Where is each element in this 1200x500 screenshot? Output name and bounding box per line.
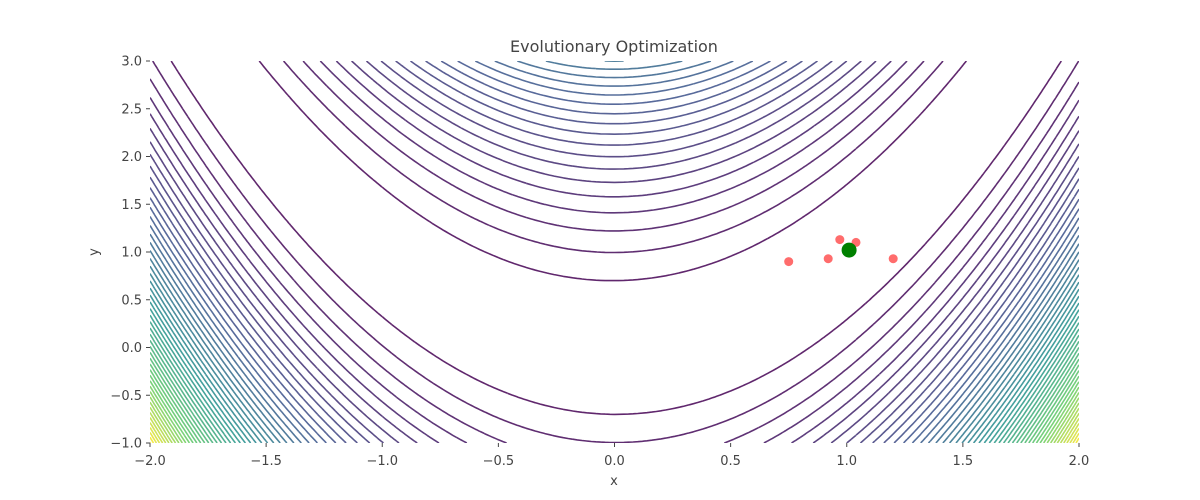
contour-level-32 <box>150 351 1079 443</box>
contour-level-0 <box>170 61 1062 416</box>
y-axis-label: y <box>87 248 102 256</box>
x-axis-label: x <box>610 474 618 489</box>
x-tick-label-1: −1.5 <box>250 454 282 469</box>
contour-level-45 <box>150 422 1079 443</box>
y-tick-label-6: 2.0 <box>121 150 142 165</box>
contour-level-16 <box>150 61 1079 443</box>
contour-level-3 <box>150 61 1079 443</box>
contour-level-4 <box>150 61 1079 443</box>
contour-level-38 <box>150 385 1079 443</box>
contour-level-13 <box>150 61 1079 443</box>
y-tick-label-8: 3.0 <box>121 55 142 70</box>
contour-level-19 <box>150 265 1079 443</box>
contour-level-29 <box>150 333 1079 443</box>
x-axis-ticks: −2.0 −1.5 −1.0 −0.5 0.0 0.5 1.0 1.5 2.0 <box>134 443 1089 469</box>
contour-level-23 <box>150 294 1079 443</box>
x-tick-label-8: 2.0 <box>1069 454 1090 469</box>
contour-level-12 <box>150 61 1079 443</box>
contour-level-40 <box>150 396 1079 443</box>
contour-level-2 <box>150 61 1079 443</box>
contour-level-49 <box>150 441 1079 443</box>
contour-level-21 <box>150 280 1079 443</box>
contour-level-43 <box>150 412 1079 443</box>
contour-level-42 <box>150 406 1079 443</box>
contour-level-30 <box>150 340 1079 443</box>
contour-level-28 <box>150 327 1079 443</box>
population-point-2 <box>835 235 845 245</box>
x-tick-label-5: 0.5 <box>720 454 741 469</box>
contour-level-17 <box>150 61 1079 443</box>
contour-level-31 <box>150 345 1079 443</box>
contour-level-1 <box>152 61 1079 443</box>
y-axis-ticks: −1.0 −0.5 0.0 0.5 1.0 1.5 2.0 2.5 3.0 <box>110 55 150 452</box>
contour-level-33 <box>150 357 1079 443</box>
contour-level-47 <box>150 432 1079 443</box>
chart-title: Evolutionary Optimization <box>510 37 718 56</box>
x-tick-label-7: 1.5 <box>953 454 974 469</box>
y-tick-label-0: −1.0 <box>110 437 142 452</box>
x-tick-label-3: −0.5 <box>483 454 515 469</box>
contour-level-27 <box>150 321 1079 443</box>
contour-level-46 <box>150 427 1079 443</box>
contour-level-18 <box>150 258 1079 443</box>
contour-level-6 <box>150 61 1079 443</box>
contour-level-39 <box>150 391 1079 443</box>
population-point-1 <box>823 254 833 264</box>
contour-level-7 <box>150 61 1079 443</box>
contour-level-35 <box>150 369 1079 443</box>
contour-level-15 <box>150 61 1079 443</box>
contour-level-9 <box>150 61 1079 443</box>
contour-level-41 <box>150 401 1079 443</box>
contour-level-22 <box>150 287 1079 443</box>
x-tick-label-2: −1.0 <box>366 454 398 469</box>
y-tick-label-5: 1.5 <box>121 198 142 213</box>
contour-level-34 <box>150 363 1079 443</box>
contour-level-5 <box>150 61 1079 443</box>
y-tick-label-2: 0.0 <box>121 341 142 356</box>
contour-level-11 <box>150 61 1079 443</box>
x-tick-label-4: 0.0 <box>604 454 625 469</box>
contour-level-36 <box>150 374 1079 443</box>
contour-level-14 <box>150 61 1079 443</box>
scatter-points <box>784 235 898 267</box>
contour-level-48 <box>150 436 1079 443</box>
contour-level-26 <box>150 314 1079 443</box>
contour-lines <box>150 61 1079 443</box>
y-tick-label-4: 1.0 <box>121 246 142 261</box>
y-tick-label-1: −0.5 <box>110 389 142 404</box>
best-point-0 <box>841 242 857 258</box>
contour-level-24 <box>150 301 1079 443</box>
contour-level-8 <box>150 61 1079 443</box>
contour-level-20 <box>150 273 1079 443</box>
contour-level-25 <box>150 308 1079 443</box>
contour-level-10 <box>150 61 1079 443</box>
contour-level-37 <box>150 380 1079 443</box>
contour-level-44 <box>150 417 1079 443</box>
x-tick-label-0: −2.0 <box>134 454 166 469</box>
population-point-4 <box>888 254 898 264</box>
x-tick-label-6: 1.0 <box>836 454 857 469</box>
y-tick-label-7: 2.5 <box>121 102 142 117</box>
y-tick-label-3: 0.5 <box>121 293 142 308</box>
population-point-0 <box>784 257 794 267</box>
